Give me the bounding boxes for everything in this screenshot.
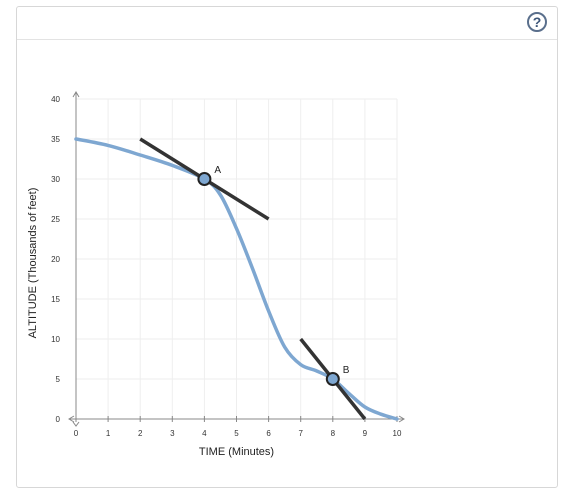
question-panel: ? (16, 6, 558, 488)
y-tick-label: 10 (51, 335, 60, 344)
y-tick-label: 40 (51, 95, 60, 104)
x-axis-arrow-left (68, 415, 75, 423)
x-tick-label: 6 (266, 429, 271, 438)
y-tick-label: 25 (51, 215, 60, 224)
x-tick-label: 4 (202, 429, 207, 438)
y-tick-label: 30 (51, 175, 60, 184)
panel-header: ? (17, 7, 557, 40)
chart-axes (68, 91, 405, 427)
y-tick-label: 5 (56, 375, 61, 384)
x-tick-label: 2 (138, 429, 143, 438)
point-b-label: B (343, 365, 350, 376)
point-b-marker (325, 372, 340, 386)
x-axis-title: TIME (Minutes) (199, 446, 274, 458)
tick-labels: 0 1 2 3 4 5 6 7 8 9 10 0 5 10 15 20 25 30 35 40 (51, 95, 402, 438)
x-tick-label: 10 (393, 429, 402, 438)
point-a-label: A (214, 165, 221, 176)
altitude-curve (74, 137, 399, 421)
chart-grid (76, 98, 398, 419)
x-tick-label: 7 (298, 429, 303, 438)
x-tick-label: 3 (170, 429, 175, 438)
y-axis-arrow (72, 91, 80, 98)
point-a-marker (197, 172, 212, 186)
x-tick-label: 8 (331, 429, 336, 438)
x-tick-label: 0 (74, 429, 79, 438)
x-tick-label: 9 (363, 429, 368, 438)
y-tick-label: 15 (51, 295, 60, 304)
y-axis-arrow-down (72, 421, 80, 427)
x-tick-label: 1 (106, 429, 111, 438)
y-tick-label: 35 (51, 135, 60, 144)
y-tick-label: 0 (56, 415, 61, 424)
x-axis-arrow-right (398, 415, 405, 423)
y-axis-title: ALTITUDE (Thousands of feet) (27, 188, 39, 339)
help-button[interactable]: ? (527, 12, 547, 32)
x-tick-label: 5 (234, 429, 239, 438)
data-points: AB (197, 165, 350, 386)
y-tick-label: 20 (51, 255, 60, 264)
